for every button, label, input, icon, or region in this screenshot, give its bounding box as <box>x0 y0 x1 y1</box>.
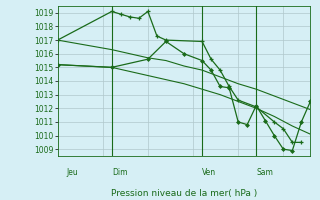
Text: Pression niveau de la mer( hPa ): Pression niveau de la mer( hPa ) <box>111 189 257 198</box>
Text: Sam: Sam <box>256 168 273 177</box>
Text: Dim: Dim <box>112 168 127 177</box>
Text: Ven: Ven <box>202 168 216 177</box>
Text: Jeu: Jeu <box>67 168 78 177</box>
